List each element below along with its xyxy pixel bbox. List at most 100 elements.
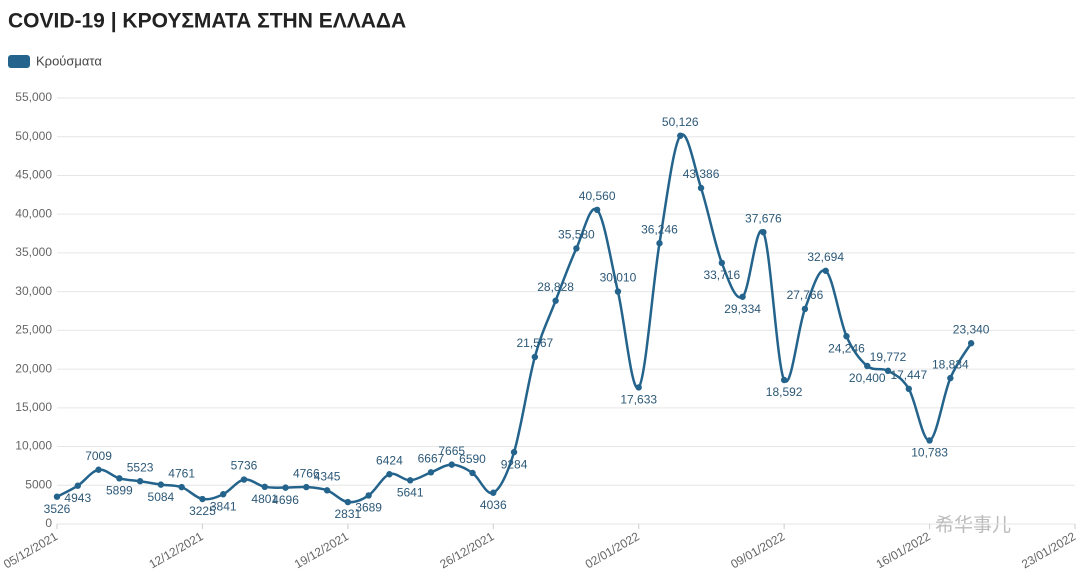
y-tick-label: 30,000 [15,284,52,298]
point [926,437,933,444]
point [178,483,185,491]
data-label: 3689 [355,501,382,515]
point [386,471,393,478]
data-label: 4801 [251,492,278,506]
data-label: 27,766 [787,288,824,302]
data-label: 6590 [459,452,486,466]
y-tick-label: 50,000 [15,129,52,143]
point [760,228,767,236]
point [635,384,642,391]
point [157,481,165,488]
legend-swatch [8,55,30,68]
point [780,376,788,384]
data-label: 5084 [148,490,175,504]
point [614,288,622,295]
point [303,483,310,491]
x-tick-label: 12/12/2021 [146,529,205,571]
data-label: 18,592 [766,385,803,399]
y-tick-label: 20,000 [15,361,52,375]
x-tick-label: 19/12/2021 [292,529,351,571]
legend-label: Κρούσματα [36,53,102,68]
data-label: 10,783 [911,446,948,460]
data-label: 18,834 [932,357,969,371]
data-label: 33,716 [703,268,740,282]
data-label: 19,772 [870,350,907,364]
data-label: 4036 [480,498,507,512]
y-tick-label: 35,000 [15,245,52,259]
point [136,478,144,485]
x-tick-label: 26/12/2021 [437,529,496,571]
x-tick-label: 16/01/2022 [874,529,933,571]
data-label: 5736 [231,459,258,473]
point [884,367,892,375]
point [801,305,809,313]
x-tick-label: 05/12/2021 [1,529,60,571]
x-tick-label: 23/01/2022 [1019,529,1078,571]
data-label: 20,400 [849,371,886,385]
data-label: 6667 [418,452,445,466]
point [718,259,726,267]
point [697,184,705,192]
y-tick-label: 55,000 [15,90,52,104]
point [95,466,102,473]
data-label: 23,340 [953,322,990,336]
data-label: 5899 [106,483,133,497]
data-label: 4345 [314,470,341,484]
point [282,484,289,491]
point [593,206,601,214]
point [677,132,684,139]
point [967,340,975,347]
data-label: 5523 [127,460,154,474]
data-label: 30,010 [600,271,637,285]
data-label: 6424 [376,453,403,467]
point [469,469,476,477]
data-label: 43,386 [683,167,720,181]
point [864,362,871,370]
data-label: 4696 [272,493,299,507]
point [199,495,206,503]
point [531,353,539,361]
data-label: 3841 [210,499,237,513]
y-tick-label: 0 [45,516,52,530]
data-label: 4766 [293,466,320,480]
point [116,475,123,482]
data-label: 37,676 [745,211,782,225]
data-label: 7009 [85,449,112,463]
point [739,293,746,300]
point [240,476,248,483]
watermark: 希华事儿 [935,514,1011,536]
point [822,267,829,274]
data-label: 17,633 [620,393,657,407]
point [490,489,497,496]
y-tick-label: 15,000 [15,400,52,414]
data-label: 2831 [335,507,362,521]
point [552,297,559,304]
point [261,483,268,491]
data-label: 21,567 [516,336,553,350]
point [74,482,81,489]
point [365,492,372,499]
point [843,333,850,340]
data-label: 29,334 [724,302,761,316]
point [344,498,352,506]
point [947,374,954,382]
line [56,133,973,504]
data-label: 9284 [501,457,528,471]
point [510,448,518,456]
point [573,245,580,252]
y-tick-label: 10,000 [15,439,52,453]
point [448,461,455,468]
data-label: 32,694 [807,250,844,264]
data-label: 17,447 [890,368,927,382]
y-tick-label: 45,000 [15,168,52,182]
y-tick-label: 5000 [25,477,52,491]
y-tick-label: 25,000 [15,323,52,337]
point [53,493,61,500]
data-label: 7665 [438,444,465,458]
point [427,469,435,476]
point [905,385,912,393]
data-label: 4761 [168,466,195,480]
data-label: 50,126 [662,115,699,129]
data-label: 24,246 [828,341,865,355]
